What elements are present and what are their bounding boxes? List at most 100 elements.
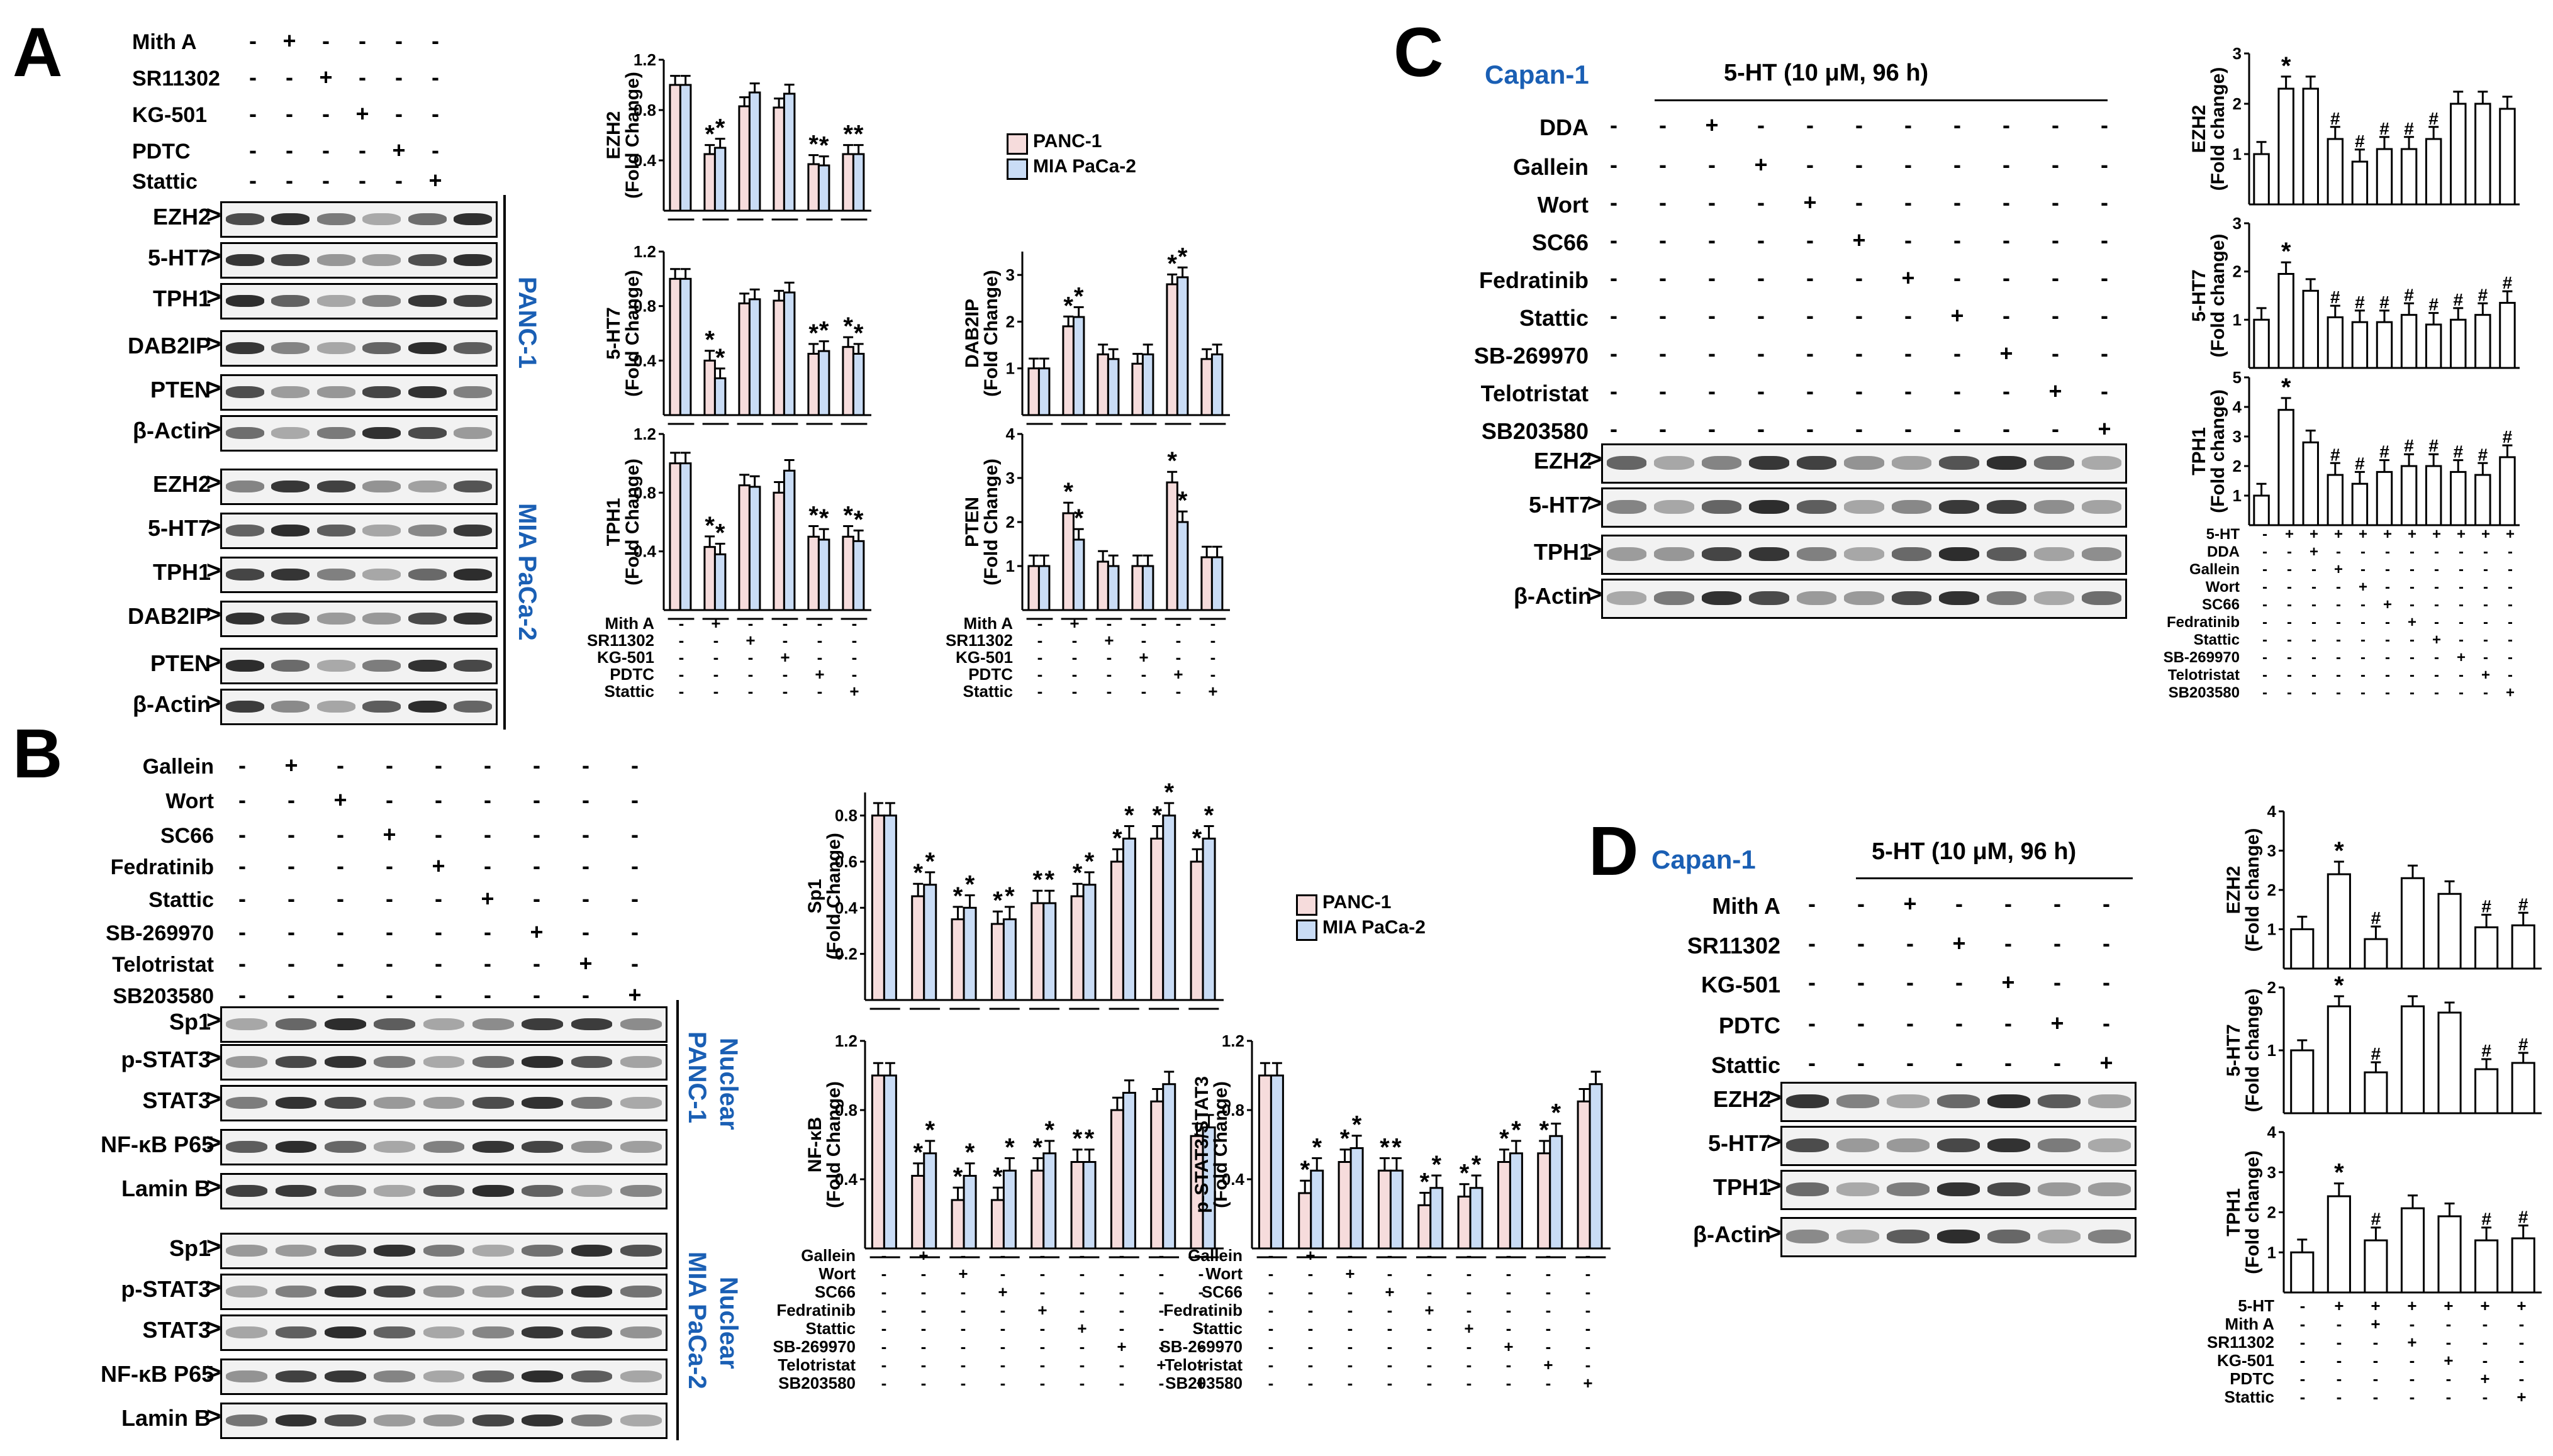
treatment-sign: - xyxy=(1806,303,1814,328)
table-sign: - xyxy=(2262,649,2267,666)
treatment-sign: - xyxy=(1757,189,1765,215)
table-sign: - xyxy=(2287,561,2292,578)
treatment-sign: - xyxy=(631,919,639,945)
treatment-sign: + xyxy=(355,101,369,126)
table-sign: - xyxy=(2483,614,2488,631)
blot-band xyxy=(1836,1094,1879,1109)
chart-d-tph1: 1 2 3 4 TPH1(Fold change) * # # # xyxy=(2223,1123,2542,1294)
blot-band xyxy=(1836,1138,1879,1153)
treatment-sign: - xyxy=(249,101,257,126)
arrow-icon: > xyxy=(206,374,221,402)
bar-mia xyxy=(1107,358,1120,416)
treatment-sign: - xyxy=(1708,340,1716,366)
table-sign: - xyxy=(1072,665,1078,684)
bar-panc xyxy=(669,462,681,611)
table-sign: - xyxy=(2410,561,2415,578)
treat-label: Stattic xyxy=(148,888,214,912)
y-axis-label-2: (Fold Change) xyxy=(824,1081,844,1208)
table-sign: - xyxy=(2360,543,2366,560)
blot-band xyxy=(1654,456,1694,470)
treat-label: SR11302 xyxy=(132,67,220,91)
table-sign: - xyxy=(1506,1301,1512,1320)
blot-band xyxy=(1607,500,1647,514)
treat-label: Telotristat xyxy=(1480,381,1589,406)
table-sign: + xyxy=(1104,631,1114,650)
blot-band xyxy=(571,1140,613,1153)
table-sign: - xyxy=(2446,1369,2452,1388)
y-tick-label: 1 xyxy=(2267,920,2276,939)
blot-band xyxy=(620,1140,662,1153)
blot-band xyxy=(324,1096,366,1109)
treatment-sign: + xyxy=(284,752,298,778)
blot-band xyxy=(472,1414,514,1427)
blot-strip xyxy=(1601,579,2127,619)
blot-band xyxy=(571,1184,613,1198)
blot-band xyxy=(423,1055,465,1069)
bar xyxy=(2290,1049,2315,1114)
table-row-label: Wort xyxy=(2206,579,2240,596)
blot-band xyxy=(225,253,264,267)
significance-star: * xyxy=(965,1139,975,1167)
significance-star: * xyxy=(1063,292,1073,320)
blot-band xyxy=(571,1414,613,1427)
bar-mia xyxy=(1082,884,1097,1001)
chart-b-pstat3: 0.40.81.2p-STAT3/STAT3(Fold Change) ** * **… xyxy=(1192,1031,1611,1259)
bar-mia xyxy=(923,1152,937,1250)
treatment-sign: - xyxy=(288,950,295,976)
blot-label: β-Actin xyxy=(1693,1221,1771,1247)
y-tick-label: 1 xyxy=(1006,557,1015,575)
blot-band xyxy=(408,213,447,226)
blot-band xyxy=(571,1096,613,1109)
blot-band xyxy=(454,213,493,226)
table-sign: - xyxy=(921,1319,927,1338)
table-sign: - xyxy=(1080,1374,1085,1392)
treatment-sign: - xyxy=(2101,340,2108,366)
blot-band xyxy=(1749,591,1789,606)
table-sign: - xyxy=(1198,1301,1204,1320)
table-sign: - xyxy=(2336,631,2341,648)
chart-d-5ht7: 1 2 5-HT7(Fold change) * # # # xyxy=(2223,972,2542,1114)
legend-swatch xyxy=(1007,133,1028,155)
table-sign: + xyxy=(2371,1314,2380,1333)
table-sign: - xyxy=(1159,1301,1165,1320)
table-sign: - xyxy=(1000,1337,1006,1356)
significance-hash: # xyxy=(2404,436,2414,455)
table-sign: - xyxy=(1037,614,1043,633)
significance-star: * xyxy=(913,1139,923,1167)
bar-panc xyxy=(773,491,785,611)
blot-band xyxy=(275,1414,317,1427)
blot-strip xyxy=(220,1085,668,1121)
table-row-label: Wort xyxy=(818,1264,856,1283)
treatment-sign: - xyxy=(435,982,442,1008)
blot-band xyxy=(2034,591,2074,606)
treatment-sign: - xyxy=(1955,969,1963,995)
table-sign: - xyxy=(748,648,754,667)
table-sign: + xyxy=(1424,1301,1434,1320)
treatment-sign: - xyxy=(484,821,491,847)
table-sign: - xyxy=(2385,614,2390,631)
bar-mia xyxy=(883,814,897,1001)
table-sign: - xyxy=(1546,1337,1551,1356)
y-axis-label-2: (Fold Change) xyxy=(981,270,1002,397)
table-sign: - xyxy=(2483,684,2488,701)
blot-band xyxy=(454,386,493,399)
table-sign: - xyxy=(2311,596,2316,613)
significance-star: * xyxy=(1460,1160,1470,1187)
table-sign: + xyxy=(958,1264,968,1283)
table-sign: - xyxy=(1387,1355,1393,1374)
treatment-sign: - xyxy=(337,853,344,879)
table-sign: - xyxy=(2446,1333,2452,1352)
treatment-sign: - xyxy=(1708,265,1716,291)
blot-band xyxy=(423,1140,465,1153)
treatment-sign: - xyxy=(286,101,293,126)
arrow-icon: > xyxy=(206,1044,221,1072)
table-sign: - xyxy=(2410,579,2415,596)
significance-hash: # xyxy=(2453,290,2463,309)
bar-mia xyxy=(1122,837,1136,1001)
table-sign: - xyxy=(1466,1337,1472,1356)
treatment-sign: - xyxy=(322,137,330,163)
table-sign: - xyxy=(2434,684,2439,701)
blot-label: DAB2IP xyxy=(127,333,211,358)
arrow-icon: > xyxy=(206,1314,221,1342)
table-sign: + xyxy=(1208,682,1217,701)
